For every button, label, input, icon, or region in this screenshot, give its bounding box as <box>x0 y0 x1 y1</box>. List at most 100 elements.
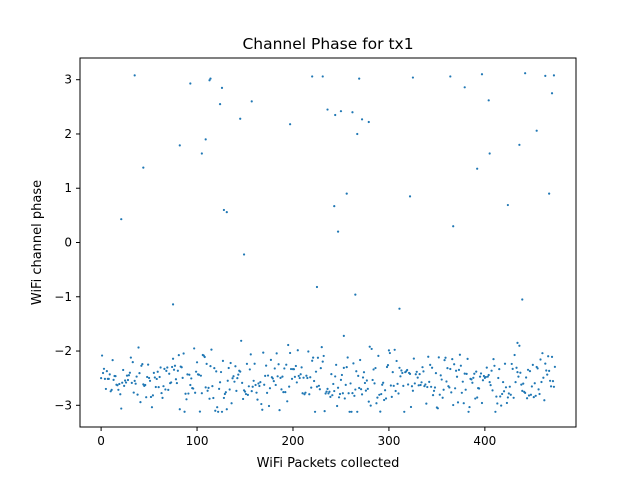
data-point <box>467 410 470 413</box>
data-point <box>357 374 360 377</box>
y-tick-label: 2 <box>64 127 72 141</box>
data-point <box>504 386 508 389</box>
data-point <box>342 334 345 337</box>
data-point <box>537 388 540 391</box>
data-point <box>141 363 144 366</box>
data-point <box>147 376 151 380</box>
data-point <box>321 75 324 78</box>
data-point <box>419 383 422 387</box>
data-point <box>374 366 377 370</box>
data-point <box>464 388 467 391</box>
data-point <box>142 166 145 169</box>
data-point <box>279 376 282 379</box>
data-point <box>123 379 127 382</box>
data-point <box>449 75 452 78</box>
data-point <box>223 392 226 396</box>
data-point <box>337 396 341 399</box>
data-point <box>476 167 479 170</box>
data-point <box>461 380 464 383</box>
data-point <box>329 395 332 398</box>
data-point <box>206 389 209 392</box>
data-point <box>544 74 547 78</box>
data-point <box>366 387 369 390</box>
data-point <box>162 385 165 388</box>
data-point <box>360 388 363 391</box>
y-tick-label: 3 <box>64 73 72 87</box>
data-point <box>160 391 163 395</box>
data-point <box>346 356 349 359</box>
data-point <box>127 374 131 377</box>
data-point <box>505 401 509 405</box>
data-point <box>480 401 484 405</box>
data-point <box>204 386 207 389</box>
data-point <box>548 369 551 373</box>
data-point <box>375 402 378 405</box>
data-point <box>448 386 451 389</box>
data-point <box>378 393 381 396</box>
data-point <box>130 381 133 384</box>
data-point <box>101 371 105 375</box>
data-point <box>211 384 214 388</box>
data-point <box>488 152 491 155</box>
data-point <box>390 395 393 398</box>
data-point <box>174 378 178 381</box>
data-point <box>525 397 529 400</box>
data-point <box>233 380 236 383</box>
data-point <box>426 385 429 389</box>
data-point <box>381 383 384 386</box>
data-point <box>159 366 162 369</box>
data-point <box>492 358 495 361</box>
data-point <box>242 253 246 256</box>
data-point <box>433 386 437 389</box>
data-point <box>247 385 250 388</box>
scatter-points <box>100 72 556 413</box>
data-point <box>458 353 462 356</box>
data-point <box>269 358 273 361</box>
data-point <box>328 390 331 393</box>
data-point <box>434 372 438 375</box>
data-point <box>294 364 297 368</box>
data-point <box>155 377 158 381</box>
data-point <box>210 348 213 351</box>
data-point <box>336 230 340 233</box>
data-point <box>512 396 515 399</box>
data-point <box>302 376 305 379</box>
data-point <box>189 383 192 387</box>
x-tick-label: 0 <box>97 434 105 448</box>
data-point <box>530 385 533 388</box>
data-point <box>289 123 292 126</box>
data-point <box>414 373 417 376</box>
data-point <box>326 387 329 391</box>
data-point <box>383 398 386 402</box>
data-point <box>456 401 460 404</box>
data-point <box>207 386 210 389</box>
y-tick-label: −2 <box>54 344 72 358</box>
data-point <box>278 409 281 412</box>
data-point <box>107 377 110 380</box>
data-point <box>277 363 280 366</box>
data-point <box>112 378 115 381</box>
data-point <box>430 366 434 369</box>
data-point <box>275 352 278 355</box>
data-point <box>246 393 249 396</box>
data-point <box>507 392 510 395</box>
data-point <box>226 379 229 382</box>
data-point <box>227 366 230 370</box>
data-point <box>138 372 141 375</box>
data-point <box>479 372 483 375</box>
data-point <box>263 383 266 386</box>
data-point <box>327 392 330 395</box>
data-point <box>176 369 179 372</box>
data-point <box>218 381 222 384</box>
data-point <box>312 356 315 359</box>
data-point <box>353 394 356 397</box>
data-point <box>311 359 314 362</box>
data-point <box>175 381 178 385</box>
data-point <box>520 383 523 386</box>
data-point <box>146 375 149 379</box>
data-point <box>128 371 131 374</box>
data-point <box>333 205 336 208</box>
data-point <box>413 382 416 385</box>
data-point <box>166 366 169 369</box>
